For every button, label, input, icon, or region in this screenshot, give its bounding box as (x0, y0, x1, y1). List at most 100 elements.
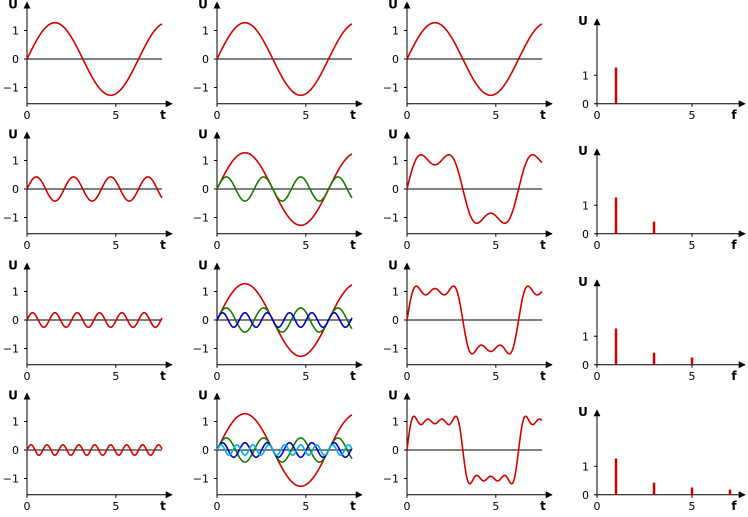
x-tick-label: 0 (214, 370, 221, 383)
x-axis-label: t (540, 499, 546, 513)
y-axis-label: U (198, 0, 208, 11)
x-tick-label: 0 (594, 239, 601, 252)
x-tick-label: 0 (404, 239, 411, 252)
x-tick-label: 5 (689, 370, 696, 383)
y-tick-label: 0 (12, 444, 19, 457)
y-tick-label: 1 (202, 286, 209, 299)
chart-panel-1-2: −1 0 1 0 5 Ut (383, 127, 553, 252)
y-tick-label: 0 (582, 489, 589, 502)
y-tick-label: −1 (193, 212, 209, 225)
x-axis-label: t (540, 369, 546, 383)
y-tick-label: −1 (3, 343, 19, 356)
x-tick-label: 0 (24, 239, 31, 252)
x-tick-label: 0 (404, 370, 411, 383)
y-axis-label: U (8, 0, 18, 11)
x-axis-label: f (731, 499, 737, 513)
x-tick-label: 0 (594, 109, 601, 122)
x-tick-label: 5 (302, 109, 309, 122)
x-axis-label: f (731, 238, 737, 252)
y-tick-label: 0 (202, 183, 209, 196)
series-line-0 (216, 21, 353, 97)
chart-panel-2-2: −1 0 1 0 5 Ut (383, 258, 553, 383)
y-axis-label: U (578, 405, 588, 419)
y-axis-label: U (198, 258, 208, 272)
chart-panel-1-3: 0 1 0 5 Uf (578, 144, 746, 252)
x-tick-label: 5 (689, 500, 696, 513)
x-axis-label: t (350, 108, 356, 122)
series-line-0 (26, 444, 163, 456)
x-axis-label: t (350, 369, 356, 383)
x-tick-label: 0 (404, 109, 411, 122)
y-tick-label: 1 (202, 25, 209, 38)
y-tick-label: 0 (582, 359, 589, 372)
chart-panel-1-1: −1 0 1 0 5 Ut (193, 127, 363, 252)
y-axis-label: U (8, 388, 18, 402)
y-tick-label: −1 (383, 212, 399, 225)
y-tick-label: 0 (202, 53, 209, 66)
x-axis-label: t (350, 499, 356, 513)
chart-panel-2-1: −1 0 1 0 5 Ut (193, 258, 363, 383)
y-tick-label: −1 (383, 82, 399, 95)
chart-panel-3-3: 0 1 0 5 Uf (578, 405, 746, 513)
chart-panel-3-1: −1 0 1 0 5 Ut (193, 388, 363, 513)
x-tick-label: 5 (689, 109, 696, 122)
x-tick-label: 5 (112, 370, 119, 383)
y-tick-label: 0 (202, 444, 209, 457)
y-tick-label: 1 (582, 69, 589, 82)
y-tick-label: 0 (12, 183, 19, 196)
series-line-0 (26, 176, 163, 202)
x-tick-label: 0 (214, 109, 221, 122)
x-axis-label: t (160, 369, 166, 383)
y-tick-label: 1 (12, 155, 19, 168)
x-tick-label: 5 (112, 500, 119, 513)
y-tick-label: 0 (582, 228, 589, 241)
y-tick-label: 1 (582, 460, 589, 473)
y-tick-label: 0 (202, 314, 209, 327)
y-tick-label: 0 (392, 183, 399, 196)
y-tick-label: −1 (193, 473, 209, 486)
y-tick-label: 1 (12, 416, 19, 429)
chart-panel-0-3: 0 1 0 5 Uf (578, 14, 746, 122)
x-tick-label: 5 (492, 500, 499, 513)
x-tick-label: 5 (689, 239, 696, 252)
y-axis-label: U (388, 258, 398, 272)
y-tick-label: 1 (582, 330, 589, 343)
x-axis-label: t (160, 499, 166, 513)
y-tick-label: −1 (193, 343, 209, 356)
y-tick-label: 1 (202, 416, 209, 429)
chart-panel-0-0: −1 0 1 0 5 Ut (3, 0, 173, 122)
x-tick-label: 0 (24, 370, 31, 383)
y-axis-label: U (8, 127, 18, 141)
y-tick-label: 0 (392, 314, 399, 327)
series-line-2 (216, 311, 353, 329)
x-tick-label: 0 (404, 500, 411, 513)
y-tick-label: 1 (202, 155, 209, 168)
y-tick-label: 0 (392, 444, 399, 457)
x-tick-label: 5 (302, 239, 309, 252)
x-tick-label: 5 (302, 370, 309, 383)
y-tick-label: 0 (12, 53, 19, 66)
y-tick-label: 1 (392, 416, 399, 429)
x-axis-label: f (731, 108, 737, 122)
x-tick-label: 0 (24, 500, 31, 513)
series-line-0 (26, 311, 163, 329)
y-axis-label: U (388, 127, 398, 141)
chart-panel-2-3: 0 1 0 5 Uf (578, 275, 746, 383)
chart-panel-3-0: −1 0 1 0 5 Ut (3, 388, 173, 513)
series-line-1 (216, 176, 353, 202)
x-tick-label: 5 (112, 109, 119, 122)
x-tick-label: 0 (24, 109, 31, 122)
series-line-0 (406, 21, 543, 97)
x-tick-label: 0 (214, 239, 221, 252)
y-tick-label: 1 (582, 199, 589, 212)
y-tick-label: 1 (12, 25, 19, 38)
x-axis-label: t (540, 108, 546, 122)
chart-panel-3-2: −1 0 1 0 5 Ut (383, 388, 553, 513)
x-axis-label: f (731, 369, 737, 383)
x-axis-label: t (160, 108, 166, 122)
series-line-0 (26, 21, 163, 97)
y-tick-label: 1 (392, 25, 399, 38)
x-tick-label: 5 (492, 239, 499, 252)
y-tick-label: −1 (3, 82, 19, 95)
x-tick-label: 5 (492, 109, 499, 122)
